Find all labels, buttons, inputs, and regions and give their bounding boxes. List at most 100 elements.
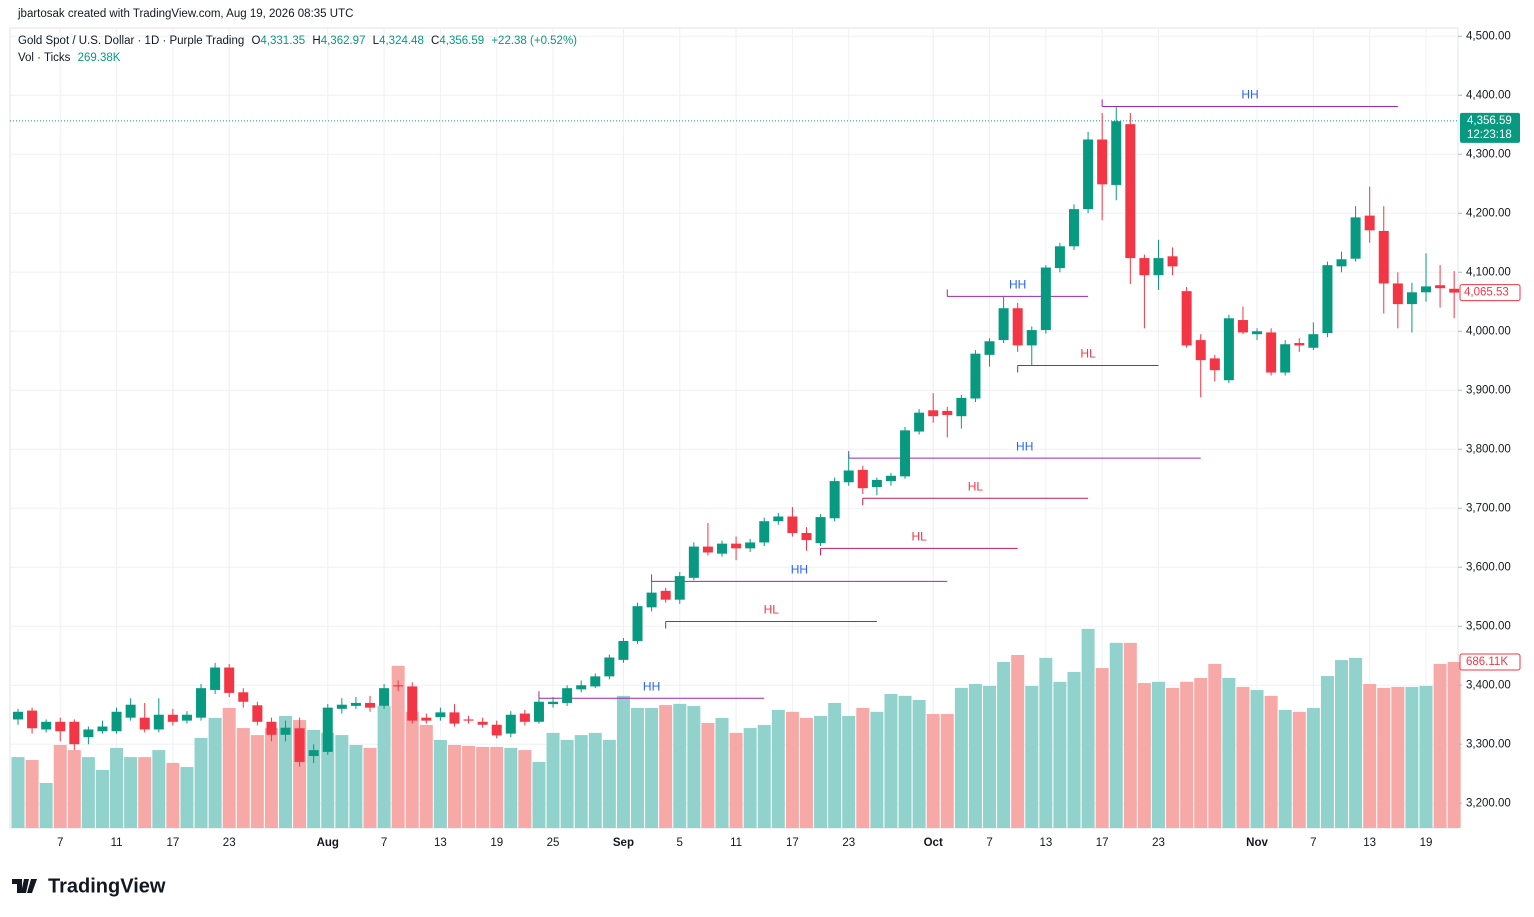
volume-bar: [968, 684, 982, 828]
candle-body: [1223, 318, 1234, 381]
volume-bar: [687, 706, 701, 828]
volume-bar: [349, 744, 363, 828]
y-tick-label: 3,200.00: [1466, 797, 1511, 809]
candle-body: [69, 721, 80, 745]
legend-line: Gold Spot / U.S. Dollar · 1D · Purple Tr…: [18, 35, 581, 47]
candle-body: [421, 717, 432, 721]
candle-body: [477, 721, 488, 725]
volume-bar: [67, 750, 81, 828]
volume-label: Vol · Ticks: [18, 52, 71, 64]
level-label: HL: [911, 530, 927, 544]
volume-bar: [1349, 657, 1363, 828]
candle-body: [167, 714, 178, 722]
x-tick-label: 11: [111, 837, 123, 849]
volume-bar: [1166, 687, 1180, 828]
volume-bar: [1447, 661, 1461, 828]
volume-bar: [363, 747, 377, 828]
candle-body: [1012, 308, 1023, 346]
candle-body: [1350, 217, 1361, 259]
volume-legend: Vol · Ticks 269.38K: [18, 52, 124, 64]
volume-bar: [757, 724, 771, 828]
volume-bar: [1151, 681, 1165, 828]
volume-bar: [1208, 663, 1222, 828]
x-tick-label: 23: [1152, 837, 1165, 849]
candle-body: [1336, 259, 1347, 267]
volume-bar: [250, 735, 264, 828]
candle-body: [928, 410, 939, 417]
volume-layer: [11, 628, 1461, 828]
y-tick-label: 3,300.00: [1466, 738, 1511, 750]
candle-body: [365, 702, 375, 708]
candle-body: [829, 481, 840, 519]
candle-body: [1406, 292, 1417, 305]
volume-bar: [222, 707, 236, 828]
y-tick-label: 4,000.00: [1466, 325, 1511, 337]
volume-bar: [236, 728, 250, 828]
candle-body: [1421, 286, 1431, 293]
y-tick-label: 4,100.00: [1466, 266, 1511, 278]
attribution: jbartosak created with TradingView.com, …: [18, 8, 354, 20]
candle-body: [1125, 124, 1136, 259]
volume-bar: [53, 744, 67, 828]
volume-bar: [1194, 677, 1208, 828]
ohlc-value: 4,362.97: [320, 35, 366, 47]
candle-body: [308, 750, 319, 757]
candle-body: [787, 516, 798, 534]
volume-bar: [814, 715, 828, 828]
level-label: HH: [1016, 439, 1033, 453]
candle-body: [196, 688, 207, 718]
candle-body: [1111, 121, 1122, 185]
level-label: HL: [968, 479, 984, 493]
candle-body: [717, 543, 727, 554]
candle-body: [576, 685, 587, 690]
volume-bar: [1278, 709, 1292, 828]
level-label: HH: [643, 679, 660, 693]
volume-bar: [785, 711, 799, 828]
x-tick-label: 13: [1363, 837, 1376, 849]
volume-bar: [462, 745, 476, 828]
volume-bar: [11, 757, 25, 828]
volume-bar: [912, 699, 926, 828]
candle-body: [1308, 334, 1319, 348]
candle-body: [13, 711, 23, 720]
candle-body: [1322, 265, 1333, 334]
volume-bar: [1067, 671, 1081, 828]
candle-body: [1280, 344, 1291, 373]
candle-body: [139, 717, 150, 730]
candle-body: [463, 719, 474, 721]
volume-bar: [25, 759, 39, 828]
volume-bar: [870, 711, 884, 828]
volume-bar: [1180, 681, 1194, 828]
volume-bar: [842, 715, 856, 828]
volume-bar: [954, 687, 968, 828]
ohlc-label: O: [251, 35, 261, 47]
y-tick-label: 3,800.00: [1466, 443, 1511, 455]
volume-bar: [1306, 707, 1320, 828]
x-tick-label: 7: [986, 837, 992, 849]
candle-body: [548, 701, 559, 705]
candle-body: [871, 479, 882, 487]
volume-bar: [504, 747, 518, 828]
x-tick-label: 7: [57, 837, 63, 849]
volume-bar: [898, 695, 912, 828]
candle-body: [238, 692, 249, 702]
candle-body: [773, 516, 784, 522]
candle-body: [224, 667, 235, 693]
candle-body: [674, 576, 685, 600]
x-tick-label: Sep: [613, 837, 634, 849]
x-tick-label: 23: [223, 837, 236, 849]
candle-body: [322, 707, 333, 752]
volume-bar: [574, 735, 588, 828]
volume-badge-label: 686.11K: [1466, 656, 1508, 668]
candle-body: [731, 543, 742, 549]
candle-body: [97, 726, 108, 732]
volume-bar: [166, 762, 180, 828]
grid: [10, 28, 1458, 828]
candle-body: [27, 710, 38, 729]
candle-body: [857, 469, 868, 489]
level-label: HH: [791, 563, 808, 577]
candle-body: [1294, 343, 1305, 346]
candle-body: [759, 521, 770, 543]
candle-body: [379, 688, 390, 706]
